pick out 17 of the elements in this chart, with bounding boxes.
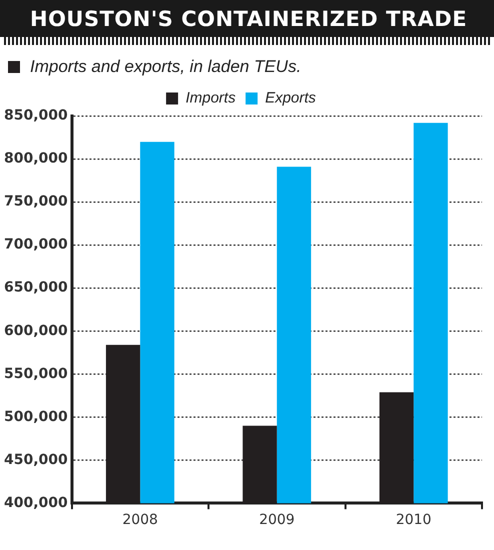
x-tick-label: 2009 bbox=[259, 512, 295, 528]
chart-title: HOUSTON'S CONTAINERIZED TRADE bbox=[0, 0, 494, 37]
y-tick-label: 400,000 bbox=[4, 494, 68, 511]
y-tick-label: 700,000 bbox=[4, 236, 68, 253]
x-tick-label: 2010 bbox=[396, 512, 432, 528]
chart-subtitle: Imports and exports, in laden TEUs. bbox=[30, 57, 302, 77]
y-tick-label: 550,000 bbox=[4, 366, 68, 382]
x-tick-label: 2008 bbox=[122, 512, 158, 528]
y-tick-label: 600,000 bbox=[4, 322, 68, 339]
y-tick-label: 500,000 bbox=[4, 408, 68, 425]
legend-label: Exports bbox=[265, 90, 316, 107]
y-tick-label: 800,000 bbox=[4, 150, 68, 167]
y-tick-label: 750,000 bbox=[4, 194, 68, 210]
y-tick-label: 650,000 bbox=[4, 280, 68, 296]
y-tick-label: 450,000 bbox=[4, 452, 68, 468]
y-tick-label: 850,000 bbox=[4, 108, 68, 124]
legend-label: Imports bbox=[186, 90, 236, 107]
